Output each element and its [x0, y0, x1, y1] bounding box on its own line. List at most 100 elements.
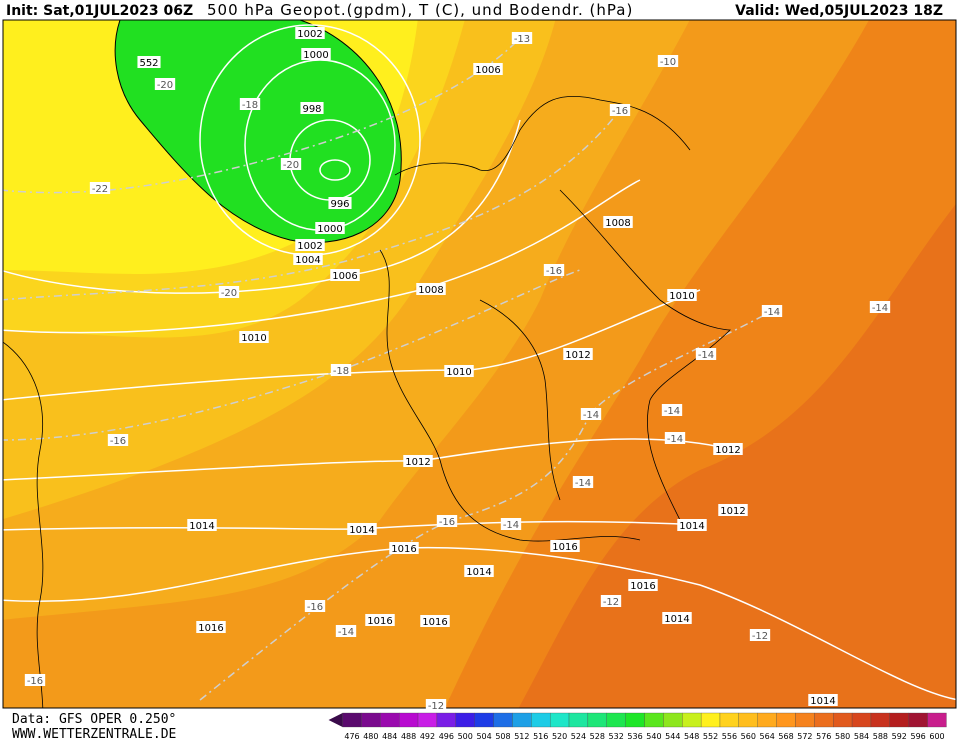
pressure-label: 1006 — [330, 269, 360, 282]
pressure-label-text: 1012 — [405, 457, 430, 468]
label-box — [661, 404, 683, 416]
pressure-label: 1014 — [464, 565, 494, 578]
colorbar-label: 552 — [703, 732, 718, 741]
temperature-label-text: -10 — [660, 57, 676, 68]
pressure-label-text: 1016 — [630, 581, 655, 592]
temperature-label: -14 — [335, 625, 357, 638]
pressure-label: 1016 — [389, 542, 419, 555]
label-box — [664, 432, 686, 444]
label-box — [389, 542, 419, 554]
pressure-label-text: 1014 — [664, 614, 689, 625]
init-time: Init: Sat,01JUL2023 06Z — [6, 3, 193, 19]
temperature-label: -13 — [511, 32, 533, 45]
temperature-label: -14 — [580, 408, 602, 421]
label-box — [280, 158, 302, 170]
pressure-label: 1014 — [187, 519, 217, 532]
pressure-label-text: 1014 — [189, 521, 214, 532]
temperature-label-text: -14 — [338, 627, 354, 638]
label-box — [154, 78, 176, 90]
colorbar-swatch — [908, 712, 928, 728]
temperature-label: -12 — [600, 595, 622, 608]
temperature-label-text: -14 — [664, 406, 680, 417]
colorbar-label: 476 — [344, 732, 359, 741]
colorbar-swatch — [455, 712, 475, 728]
colorbar-label: 492 — [420, 732, 435, 741]
colorbar-swatch — [474, 712, 494, 728]
pressure-label: 1012 — [718, 504, 748, 517]
temperature-label-text: -14 — [764, 307, 780, 318]
temperature-label: -16 — [304, 600, 326, 613]
pressure-label: 1014 — [347, 523, 377, 536]
label-box — [315, 222, 345, 234]
pressure-label: 1014 — [808, 694, 838, 707]
pressure-label-text: 1006 — [475, 65, 500, 76]
temperature-label-text: -16 — [27, 676, 43, 687]
label-box — [335, 625, 357, 637]
label-box — [301, 48, 331, 60]
label-box — [572, 476, 594, 488]
temperature-label: -18 — [239, 98, 261, 111]
colorbar-swatch — [851, 712, 872, 728]
valid-time: Valid: Wed,05JUL2023 18Z — [735, 3, 943, 19]
pressure-label-text: 1016 — [198, 623, 223, 634]
colorbar-swatch — [380, 712, 400, 728]
colorbar-swatch — [436, 712, 456, 728]
label-box — [603, 216, 633, 228]
pressure-label: 1000 — [301, 48, 331, 61]
colorbar-label: 568 — [778, 732, 793, 741]
colorbar-label: 560 — [741, 732, 756, 741]
pressure-label: 1010 — [444, 365, 474, 378]
pressure-label-text: 1016 — [391, 544, 416, 555]
pressure-label: 1008 — [416, 283, 446, 296]
temperature-label-text: -16 — [307, 602, 323, 613]
label-box — [718, 504, 748, 516]
pressure-label: 1016 — [365, 614, 395, 627]
label-box — [808, 694, 838, 706]
temperature-label-text: -16 — [612, 106, 628, 117]
temperature-label-text: -12 — [428, 701, 444, 712]
colorbar-swatch — [493, 712, 513, 728]
label-box — [628, 579, 658, 591]
label-box — [677, 519, 707, 531]
colorbar-label: 580 — [835, 732, 850, 741]
pressure-label-text: 998 — [302, 104, 321, 115]
pressure-label: 1000 — [315, 222, 345, 235]
colorbar-swatch — [531, 712, 551, 728]
map-title: 500 hPa Geopot.(gpdm), T (C), und Bodend… — [207, 1, 633, 19]
label-box — [416, 283, 446, 295]
colorbar-label: 516 — [533, 732, 548, 741]
colorbar-swatch — [663, 712, 683, 728]
temperature-label: -12 — [749, 629, 771, 642]
temperature-label-text: -12 — [603, 597, 619, 608]
colorbar-label: 572 — [797, 732, 812, 741]
label-box — [464, 565, 494, 577]
pressure-label-text: 1010 — [446, 367, 471, 378]
pressure-label: 1008 — [603, 216, 633, 229]
colorbar-label: 512 — [514, 732, 529, 741]
temperature-label: -12 — [425, 699, 447, 712]
label-box — [667, 289, 697, 301]
label-box — [425, 699, 447, 711]
colorbar-label: 496 — [439, 732, 454, 741]
colorbar-swatch — [870, 712, 890, 728]
geopotential-label-text: 552 — [139, 58, 158, 69]
label-box — [330, 269, 360, 281]
pressure-label: 1016 — [628, 579, 658, 592]
pressure-label-text: 1016 — [552, 542, 577, 553]
colorbar-label: 596 — [910, 732, 925, 741]
pressure-label: 1010 — [239, 331, 269, 344]
pressure-label-text: 1016 — [422, 617, 447, 628]
colorbar-swatch — [568, 712, 589, 728]
temperature-label-text: -14 — [667, 434, 683, 445]
temperature-label: -14 — [664, 432, 686, 445]
label-box — [657, 55, 679, 67]
label-box — [500, 518, 522, 530]
pressure-label: 1014 — [662, 612, 692, 625]
colorbar-swatch — [512, 712, 532, 728]
pressure-label-text: 1014 — [810, 696, 835, 707]
temperature-label: -20 — [280, 158, 302, 171]
label-box — [24, 674, 46, 686]
data-source: Data: GFS OPER 0.250° — [12, 712, 176, 727]
temperature-label: -14 — [500, 518, 522, 531]
